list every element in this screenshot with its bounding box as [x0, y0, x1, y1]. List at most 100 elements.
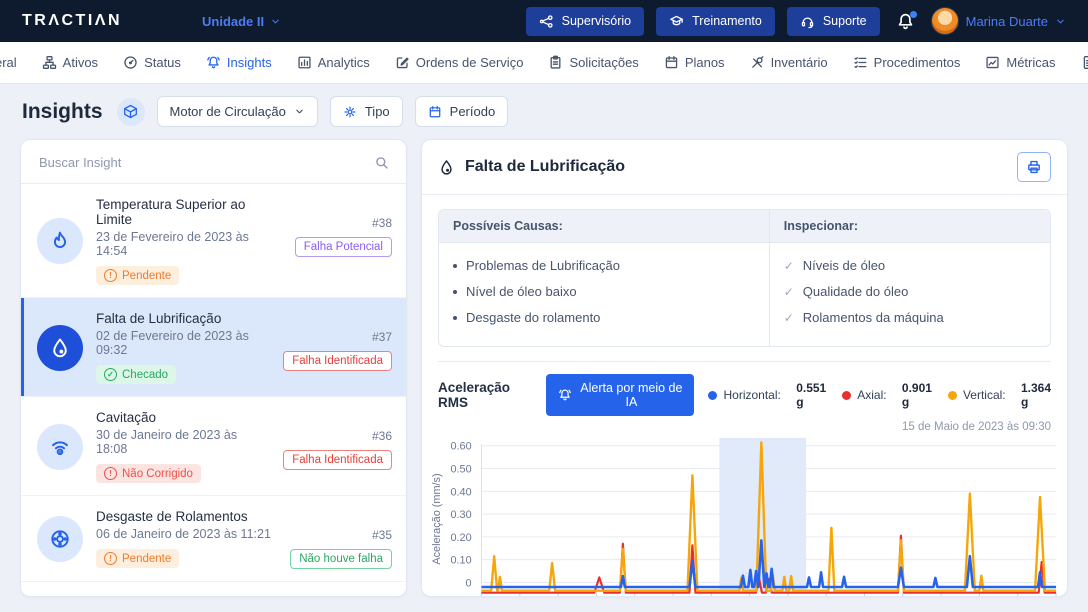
tab-relatorios[interactable]: Relatórios	[1081, 55, 1088, 70]
insight-date: 02 de Fevereiro de 2023 às 09:32	[96, 329, 270, 357]
clipboard-icon	[548, 55, 563, 70]
svg-text:0.60: 0.60	[450, 441, 471, 453]
legend-dot	[948, 391, 957, 400]
legend-dot	[842, 391, 851, 400]
ai-alert-label: Alerta por meio de IA	[580, 381, 682, 409]
svg-text:0.40: 0.40	[450, 486, 471, 498]
insight-number: #38	[372, 216, 392, 230]
causes-header: Possíveis Causas:	[439, 210, 770, 243]
unit-selector-label: Unidade II	[202, 14, 264, 29]
droplet-icon	[49, 337, 71, 359]
insight-number: #35	[372, 528, 392, 542]
tab-inventario[interactable]: Inventário	[750, 55, 828, 70]
legend-item-vertical: Vertical: 1.364 g	[948, 381, 1051, 409]
tab-label: Ativos	[63, 55, 98, 70]
asset-filter-label: Motor de Circulação	[170, 104, 286, 119]
insight-number: #36	[372, 429, 392, 443]
treinamento-label: Treinamento	[692, 14, 762, 28]
type-filter-button[interactable]: Tipo	[330, 96, 403, 127]
user-menu[interactable]: Marina Duarte	[931, 7, 1066, 35]
chart-legend: Horizontal: 0.551 g Axial: 0.901 g Verti…	[708, 381, 1051, 409]
main-navigation: Visão Geral Ativos Status Insights Analy…	[0, 42, 1088, 84]
unit-selector[interactable]: Unidade II	[202, 14, 281, 29]
user-name: Marina Duarte	[966, 14, 1048, 29]
notifications-bell[interactable]	[896, 12, 915, 31]
gauge-icon	[123, 55, 138, 70]
insight-list-panel: Temperatura Superior ao Limite 23 de Fev…	[20, 139, 407, 597]
period-filter-button[interactable]: Período	[415, 96, 509, 127]
svg-text:0.20: 0.20	[450, 532, 471, 544]
alarm-bell-icon	[558, 388, 572, 402]
treinamento-button[interactable]: Treinamento	[656, 7, 775, 36]
legend-dot	[708, 391, 717, 400]
bar-chart-icon	[297, 55, 312, 70]
tab-label: Ordens de Serviço	[416, 55, 524, 70]
gear-icon	[343, 105, 357, 119]
ai-alert-button[interactable]: Alerta por meio de IA	[546, 374, 694, 416]
period-filter-label: Período	[450, 104, 496, 119]
insight-list-item[interactable]: Temperatura Superior ao Limite 23 de Fev…	[21, 184, 406, 298]
tab-label: Analytics	[318, 55, 370, 70]
insight-list-item[interactable]: Parada Planejada 33 de Dezembro de 2022 …	[21, 582, 406, 597]
insight-list-item[interactable]: Cavitação 30 de Janeiro de 2023 às 18:08…	[21, 397, 406, 496]
cause-item: Desgaste do rolamento	[453, 310, 755, 325]
status-icon: ✓	[104, 368, 117, 381]
asset-type-badge[interactable]	[117, 98, 145, 126]
inspect-list: Níveis de óleo Qualidade do óleo Rolamen…	[784, 258, 1036, 325]
status-badge: !Pendente	[96, 549, 179, 568]
tab-label: Insights	[227, 55, 272, 70]
tab-planos[interactable]: Planos	[664, 55, 725, 70]
causes-table: Possíveis Causas: Inspecionar: Problemas…	[438, 209, 1051, 347]
chart-title: Aceleração RMS	[438, 380, 532, 410]
status-icon: !	[104, 552, 117, 565]
inspect-item: Níveis de óleo	[784, 258, 1036, 273]
insight-number: #37	[372, 330, 392, 344]
inspect-header: Inspecionar:	[770, 210, 1050, 243]
insight-title: Temperatura Superior ao Limite	[96, 197, 282, 227]
detail-title: Falta de Lubrificação	[465, 158, 625, 176]
fault-tag: Falha Potencial	[295, 237, 392, 257]
type-filter-label: Tipo	[365, 104, 390, 119]
tab-label: Procedimentos	[874, 55, 961, 70]
tab-label: Solicitações	[569, 55, 638, 70]
chevron-down-icon	[270, 16, 281, 27]
fault-tag: Não houve falha	[290, 549, 392, 569]
svg-text:0.50: 0.50	[450, 463, 471, 475]
asset-filter-dropdown[interactable]: Motor de Circulação	[157, 96, 318, 127]
bearing-icon	[49, 528, 71, 550]
insight-list-item[interactable]: Desgaste de Rolamentos 06 de Janeiro de …	[21, 496, 406, 582]
sitemap-icon	[42, 55, 57, 70]
avatar	[931, 7, 959, 35]
tab-analytics[interactable]: Analytics	[297, 55, 370, 70]
svg-text:0.30: 0.30	[450, 509, 471, 521]
graduation-cap-icon	[669, 14, 684, 29]
tab-metricas[interactable]: Métricas	[985, 55, 1055, 70]
tab-status[interactable]: Status	[123, 55, 181, 70]
tractian-logo: TRΛCTIΛN	[22, 12, 122, 30]
tab-visao-geral[interactable]: Visão Geral	[0, 55, 17, 70]
tab-solicitacoes[interactable]: Solicitações	[548, 55, 638, 70]
tools-icon	[750, 55, 765, 70]
cube-icon	[123, 104, 138, 119]
tab-insights[interactable]: Insights	[206, 55, 272, 70]
suporte-button[interactable]: Suporte	[787, 7, 880, 36]
calendar-icon	[428, 105, 442, 119]
notification-dot	[910, 11, 917, 18]
insight-title: Desgaste de Rolamentos	[96, 509, 277, 524]
tab-ativos[interactable]: Ativos	[42, 55, 98, 70]
flame-icon	[49, 230, 71, 252]
search-input[interactable]	[37, 154, 321, 171]
report-icon	[1081, 55, 1088, 70]
tab-label: Métricas	[1006, 55, 1055, 70]
tab-procedimentos[interactable]: Procedimentos	[853, 55, 961, 70]
supervisorio-button[interactable]: Supervisório	[526, 7, 644, 36]
status-icon: !	[104, 467, 117, 480]
print-button[interactable]	[1017, 152, 1051, 182]
insight-detail-panel: Falta de Lubrificação Possíveis Causas: …	[421, 139, 1068, 597]
search-icon[interactable]	[374, 155, 390, 171]
insight-title: Parada Planejada	[96, 595, 270, 597]
svg-text:0: 0	[466, 577, 472, 589]
tab-ordens-de-servico[interactable]: Ordens de Serviço	[395, 55, 524, 70]
insight-list-item-selected[interactable]: Falta de Lubrificação 02 de Fevereiro de…	[21, 298, 406, 397]
cause-item: Problemas de Lubrificação	[453, 258, 755, 273]
